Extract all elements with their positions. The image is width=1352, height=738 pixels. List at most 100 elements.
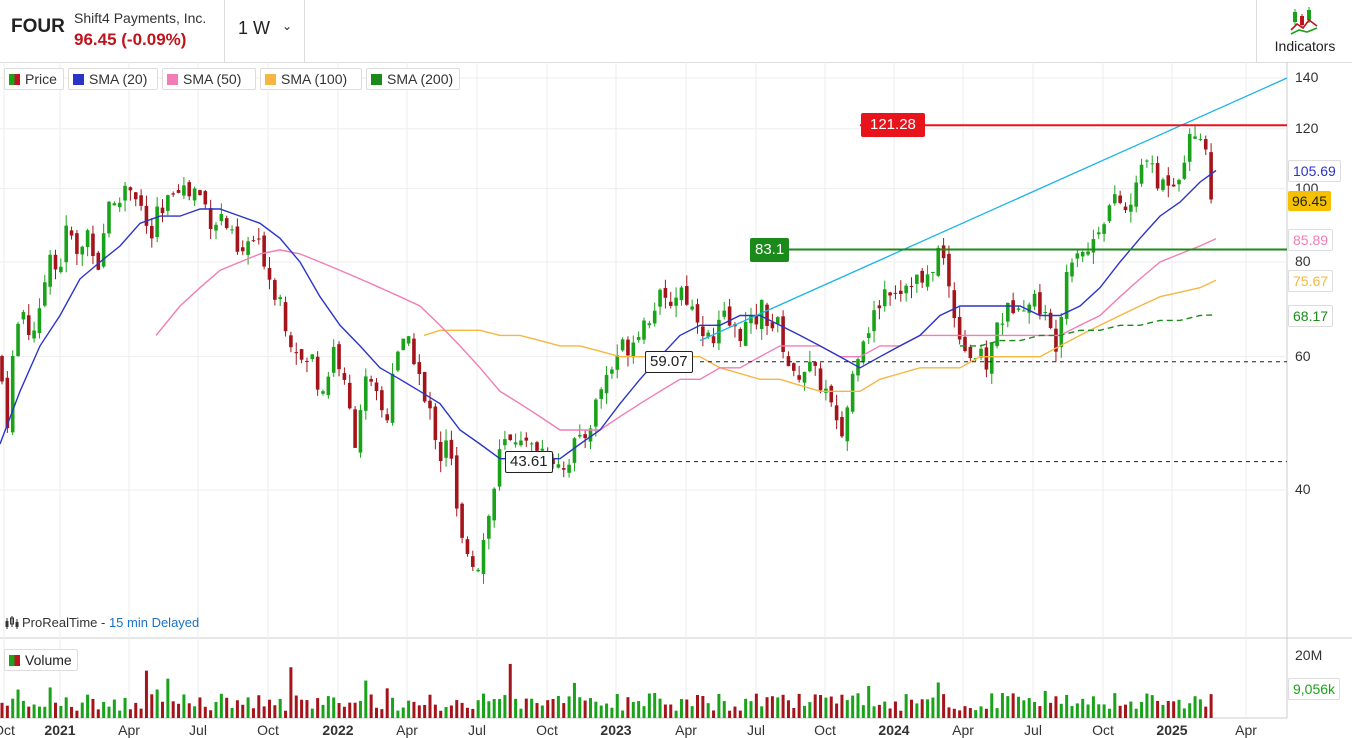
volume-bar (439, 710, 443, 718)
candle-body (294, 352, 299, 354)
volume-bar (123, 697, 127, 718)
volume-bar (594, 701, 598, 718)
candle-body (326, 376, 331, 396)
volume-bar (696, 694, 699, 718)
legend-item[interactable]: SMA (20) (68, 68, 158, 90)
candle-body (802, 371, 807, 383)
volume-bar (166, 678, 170, 718)
candle-body (1080, 251, 1085, 257)
candle-body (347, 382, 352, 409)
legend-item[interactable]: SMA (100) (260, 68, 362, 90)
volume-bar (952, 708, 956, 718)
legend-item[interactable]: SMA (50) (162, 68, 256, 90)
volume-bar (647, 693, 651, 718)
candle-body (487, 516, 491, 539)
volume-bar (209, 710, 213, 718)
volume-bar (540, 705, 544, 718)
volume-bar (1118, 705, 1122, 718)
volume-bar (1102, 704, 1106, 718)
legend-swatch (371, 74, 382, 85)
candle-body (727, 306, 732, 326)
volume-bar (96, 709, 100, 718)
indicators-button[interactable]: Indicators (1262, 4, 1348, 58)
candle-body (235, 226, 240, 252)
volume-bar (75, 710, 79, 718)
candle-body (433, 406, 438, 441)
candle-body (652, 310, 657, 324)
volume-bar (492, 699, 496, 718)
candle-body (438, 441, 443, 462)
candle-body (465, 539, 470, 554)
volume-bar (760, 706, 764, 718)
legend-item[interactable]: SMA (200) (366, 68, 460, 90)
volume-bar (1070, 706, 1074, 718)
candle-body (246, 241, 250, 255)
candle-body (915, 274, 919, 284)
volume-bar (128, 709, 132, 718)
volume-bar (1198, 699, 1202, 718)
candle-body (529, 443, 534, 445)
volume-bar (102, 701, 106, 718)
volume-bar (310, 708, 314, 718)
volume-bar (942, 694, 946, 718)
candle-body (583, 434, 587, 439)
legend-label: SMA (50) (183, 71, 242, 87)
volume-bar (1182, 708, 1186, 718)
candle-body (278, 297, 282, 300)
volume-bar (861, 705, 865, 718)
volume-bar (1161, 704, 1165, 718)
volume-bar (16, 689, 20, 718)
volume-bar (246, 697, 250, 718)
volume-bar (449, 705, 453, 718)
candle-body (417, 362, 422, 375)
candle-body (32, 330, 36, 339)
candle-body (1022, 310, 1026, 312)
candle-body (107, 201, 111, 234)
x-tick-label: Jul (747, 722, 765, 738)
volume-bar (1150, 695, 1154, 718)
volume-bar (877, 704, 881, 718)
candle-body (96, 252, 101, 270)
indicators-icon (1290, 7, 1318, 35)
volume-bar (899, 710, 903, 718)
volume-bar (690, 706, 694, 718)
volume-bar (813, 694, 817, 718)
candle-body (920, 270, 924, 283)
candle-body (508, 434, 513, 441)
divider (1256, 0, 1257, 62)
volume-bar (776, 697, 780, 718)
x-tick-label: 2024 (878, 722, 910, 738)
volume-bar (118, 710, 122, 718)
volume-bar (546, 700, 550, 718)
candle-body (599, 389, 603, 399)
candle-body (364, 376, 368, 411)
x-tick-label: 2021 (44, 722, 76, 738)
volume-bar (64, 697, 68, 718)
delay-link[interactable]: 15 min Delayed (108, 615, 200, 630)
volume-bar (530, 698, 534, 718)
volume-bar (615, 694, 619, 718)
candle-body (1070, 262, 1074, 277)
volume-bar (1027, 698, 1031, 718)
x-tick-label: Apr (118, 722, 140, 738)
interval-selector[interactable]: 1 W ⌄ (230, 14, 300, 44)
candle-body (219, 214, 224, 221)
candle-body (936, 247, 941, 276)
volume-bar (583, 700, 587, 718)
candle-body (117, 202, 122, 208)
candle-body (770, 322, 775, 329)
volume-bar (663, 704, 667, 718)
sma-20-line (0, 169, 1217, 460)
candle-body (481, 540, 486, 575)
candle-body (1193, 136, 1197, 139)
candle-body (775, 317, 780, 324)
volume-bar (728, 710, 732, 718)
volume-bar (1107, 708, 1111, 718)
volume-bar (86, 694, 90, 718)
legend-item[interactable]: Price (4, 68, 64, 90)
candle-body (59, 266, 63, 273)
volume-bar (1193, 696, 1197, 718)
candle-body (899, 290, 903, 295)
candle-body (257, 238, 261, 240)
